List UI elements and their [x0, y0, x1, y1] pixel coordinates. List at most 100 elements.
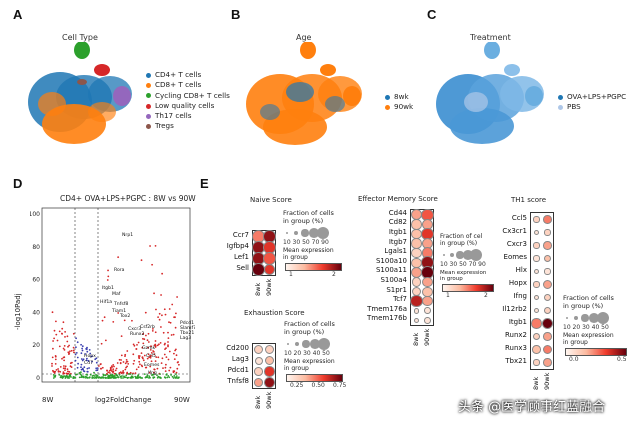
volcano-point: [122, 370, 125, 372]
volcano-point: [144, 311, 147, 314]
volcano-point: [161, 314, 163, 317]
volcano-point: [66, 373, 69, 375]
volcano-point: [76, 356, 79, 359]
volcano-point: [51, 356, 54, 359]
dotplot-dot: [424, 307, 431, 315]
volcano-point: [101, 319, 104, 322]
dotplot-size-ticks: 10 20 30 40 50: [284, 350, 330, 357]
volcano-point: [53, 337, 55, 340]
dotplot-fraction-label: Fraction of cells in group (%): [563, 294, 614, 310]
volcano-ytick: 80: [32, 244, 40, 251]
volcano-point: [167, 375, 170, 377]
volcano-point: [162, 367, 164, 369]
volcano-ytick: 40: [32, 309, 40, 316]
volcano-gene-label: Eomes: [144, 362, 160, 368]
legend-swatch: [146, 93, 151, 99]
dotplot-size-key: [310, 339, 320, 349]
legend-swatch: [558, 94, 563, 100]
volcano-point: [113, 377, 115, 379]
volcano-point: [55, 333, 58, 336]
volcano-point: [76, 366, 79, 369]
volcano-point: [154, 360, 157, 362]
volcano-point: [72, 346, 75, 349]
volcano-point: [160, 326, 162, 328]
dotplot-dot: [543, 254, 552, 263]
dotplot-col-label: 90wk: [264, 278, 273, 296]
volcano-point: [168, 369, 171, 372]
volcano-point: [168, 321, 170, 324]
dotplot-gene-label: Itgb1: [508, 317, 527, 326]
dotplot-gene-label: Ccr7: [232, 230, 249, 239]
panel-label-a: A: [13, 7, 23, 22]
volcano-point: [172, 370, 175, 372]
legend-swatch: [146, 113, 151, 119]
volcano-point: [61, 357, 63, 360]
volcano-point: [57, 368, 59, 370]
umap-c-title: Treatment: [470, 33, 511, 42]
volcano-point: [58, 330, 61, 333]
volcano-point: [153, 292, 155, 295]
volcano-point: [174, 376, 177, 379]
volcano-point: [66, 368, 69, 371]
volcano-point: [175, 348, 177, 351]
volcano-point: [149, 356, 152, 359]
volcano-gene-label: Gzmk: [142, 345, 155, 351]
volcano-gene-label: Ccl5: [146, 353, 156, 359]
dotplot-gene-label: Tcf7: [393, 295, 407, 304]
dotplot-colorbar-tick: 0.0: [569, 356, 579, 363]
volcano-point: [142, 337, 144, 340]
dotplot-size-key: [589, 313, 599, 323]
volcano-point: [173, 375, 176, 377]
volcano-point: [91, 355, 93, 358]
effector-title: Effector Memory Score: [358, 195, 438, 203]
dotplot-dot: [544, 229, 551, 236]
volcano-point: [141, 346, 144, 349]
dotplot-gene-label: Itgb1: [388, 228, 407, 236]
volcano-point: [149, 349, 152, 351]
volcano-point: [74, 359, 77, 362]
volcano-point: [172, 333, 175, 336]
volcano-point: [95, 357, 98, 360]
legend-swatch: [146, 124, 151, 130]
dotplot-expression-label: Mean expression in group: [283, 247, 334, 261]
dotplot-gene-label: Lef1: [233, 252, 249, 261]
volcano-point: [167, 344, 169, 347]
volcano-point: [164, 366, 167, 369]
volcano-point: [112, 375, 115, 378]
volcano-point: [119, 371, 122, 373]
volcano-point: [126, 371, 129, 374]
dotplot-gene-label: Tmem176a: [367, 304, 407, 313]
volcano-point: [53, 370, 56, 373]
dotplot-size-key: [309, 228, 319, 238]
volcano-point: [55, 369, 58, 371]
volcano-point: [59, 366, 62, 368]
volcano-point: [69, 365, 72, 368]
dotplot-gene-label: Lag3: [231, 354, 249, 363]
dotplot-gene-label: Cd44: [388, 208, 407, 217]
legend-label: CD4+ T cells: [155, 70, 202, 79]
umap-c-plot: [436, 42, 544, 144]
legend-swatch: [558, 104, 563, 110]
umap-a-plot: [28, 42, 132, 144]
volcano-point: [68, 353, 70, 355]
volcano-point: [164, 348, 166, 350]
volcano-point: [75, 346, 77, 349]
volcano-point: [137, 374, 140, 377]
panel-label-b: B: [231, 7, 241, 22]
volcano-point: [120, 354, 123, 357]
volcano-point: [88, 376, 91, 378]
volcano-point: [62, 371, 65, 374]
volcano-gene-label: Nrp1: [122, 232, 133, 238]
panel-label-d: D: [13, 176, 23, 191]
volcano-point: [81, 345, 84, 348]
volcano-point: [155, 308, 157, 311]
dotplot-size-key: [581, 314, 589, 322]
dotplot-gene-label: Cd200: [226, 343, 249, 352]
volcano-point: [153, 371, 155, 374]
volcano-point: [52, 340, 54, 342]
dotplot-gene-label: Runx2: [504, 330, 527, 339]
volcano-point: [82, 358, 85, 361]
volcano-point: [154, 331, 157, 334]
volcano-point: [84, 353, 87, 355]
volcano-point: [153, 368, 156, 371]
